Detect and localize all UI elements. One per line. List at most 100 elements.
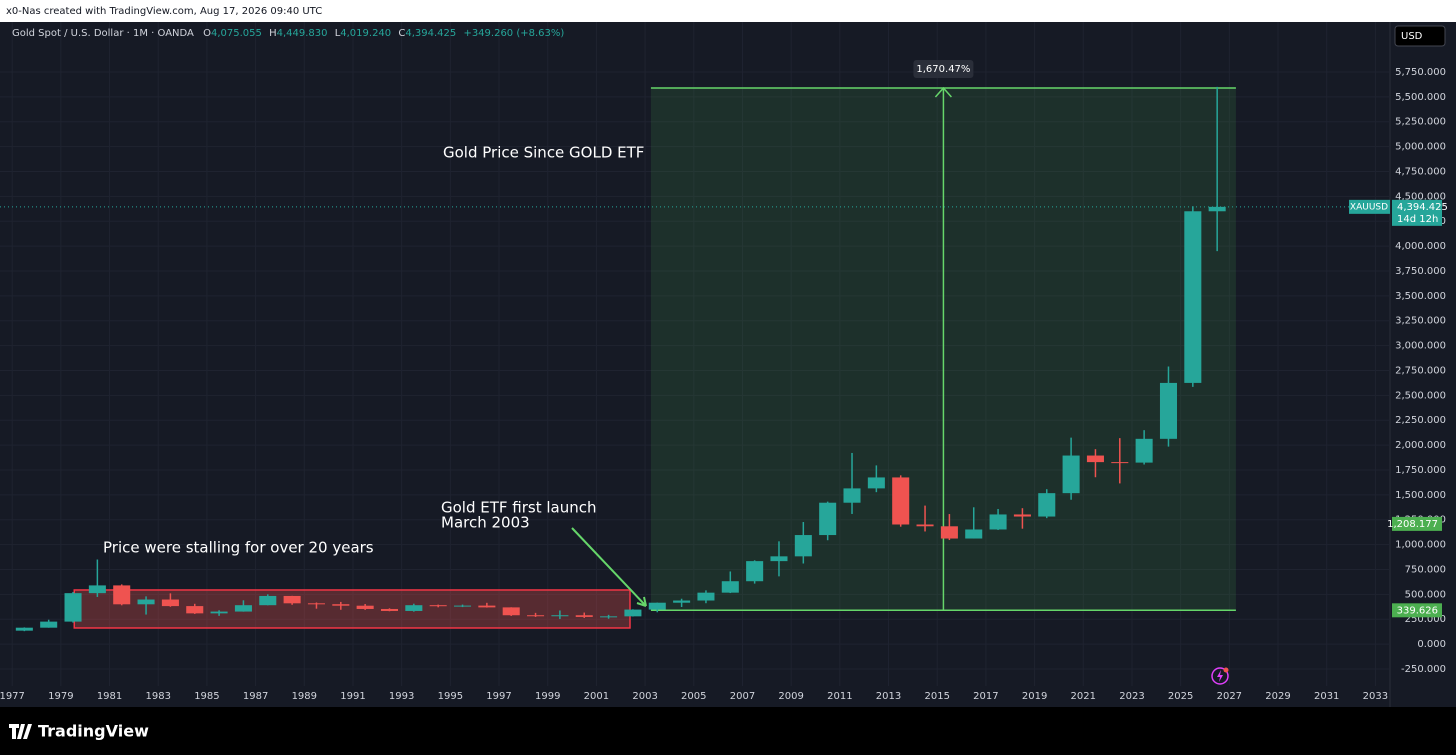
price-tag [1392, 516, 1442, 531]
y-tick-label: 3,250.000 [1395, 316, 1446, 327]
x-tick-label: 2011 [827, 691, 852, 702]
candle-body [429, 605, 447, 607]
y-tick-label: 5,000.000 [1395, 142, 1446, 153]
x-tick-label: 2005 [681, 691, 706, 702]
candle-body [1208, 206, 1226, 212]
candle-body [113, 585, 131, 605]
candle-body [843, 488, 861, 503]
ohlc-value: 4,019.240 [340, 28, 391, 39]
candle-body [551, 615, 569, 617]
y-tick-label: 2,500.000 [1395, 390, 1446, 401]
drawings: 1,670.47% [73, 59, 1236, 629]
candle-body [1013, 514, 1031, 517]
x-tick-label: 2013 [876, 691, 901, 702]
x-tick-label: 1995 [438, 691, 463, 702]
candle-body [575, 615, 593, 617]
candle-body [940, 526, 958, 539]
ohlc-value: 4,394.425 [405, 28, 456, 39]
candle-body [502, 607, 520, 616]
watermark: x0-Nas created with TradingView.com, Aug… [6, 6, 322, 17]
candle-body [234, 605, 252, 612]
y-tick-label: 5,750.000 [1395, 67, 1446, 78]
candle-body [210, 611, 228, 614]
candle-body [794, 535, 812, 557]
x-tick-label: 2031 [1314, 691, 1339, 702]
x-tick-label: 1977 [0, 691, 25, 702]
x-tick-label: 2015 [924, 691, 949, 702]
candle-body [697, 592, 715, 601]
candle-body [770, 556, 788, 562]
x-tick-label: 2017 [973, 691, 998, 702]
y-tick-label: 3,750.000 [1395, 266, 1446, 277]
top-bar [0, 0, 1456, 22]
candles [15, 86, 1226, 632]
x-tick-label: 1985 [194, 691, 219, 702]
candle-body [307, 603, 325, 605]
ohlc-key: H [269, 28, 277, 39]
title: Gold Price Since GOLD ETF [443, 144, 644, 162]
candle-body [527, 615, 545, 617]
x-tick-label: 1979 [48, 691, 73, 702]
measure-label: 1,670.47% [916, 64, 970, 75]
ohlc-key: O [203, 28, 211, 39]
brand: TradingView [38, 722, 149, 741]
currency-button-label[interactable]: USD [1401, 31, 1423, 42]
y-tick-label: 3,500.000 [1395, 291, 1446, 302]
x-tick-label: 1999 [535, 691, 560, 702]
ohlc-value: 4,075.055 [211, 28, 262, 39]
grid [0, 22, 1390, 686]
candle-body [1135, 438, 1153, 463]
price-tag [1392, 603, 1442, 618]
candle-body [600, 616, 618, 618]
x-tick-label: 2033 [1363, 691, 1388, 702]
candle-body [88, 585, 106, 594]
candle-body [1111, 462, 1129, 464]
candle-body [892, 477, 910, 525]
footer [0, 707, 1456, 755]
candle-body [746, 561, 764, 582]
x-tick-label: 2025 [1168, 691, 1193, 702]
candle-body [819, 502, 837, 536]
y-tick-label: 4,750.000 [1395, 166, 1446, 177]
candle-body [259, 595, 277, 606]
candle-body [454, 605, 472, 607]
candle-body [1159, 382, 1177, 439]
change: +349.260 (+8.63%) [463, 28, 564, 39]
candle-body [989, 514, 1007, 530]
candle-body [721, 581, 739, 593]
last-price-tag [1392, 199, 1442, 226]
price-tag-label: 339.626 [1397, 605, 1438, 616]
price-tag-label: 1,208.177 [1387, 519, 1438, 530]
x-tick-label: 1993 [389, 691, 414, 702]
candle-body [64, 593, 82, 622]
ohlc-key: C [398, 28, 405, 39]
x-tick-label: 2021 [1071, 691, 1096, 702]
chart-background [0, 22, 1456, 707]
brand-logo [9, 724, 32, 739]
x-tick-label: 1997 [486, 691, 511, 702]
x-tick-label: 1981 [97, 691, 122, 702]
x-tick-label: 2027 [1217, 691, 1242, 702]
y-tick-label: 500.000 [1405, 589, 1446, 600]
candle-body [478, 605, 496, 608]
last-price-symbol: XAUUSD [1350, 202, 1388, 212]
candle-body [380, 608, 399, 611]
y-tick-label: 750.000 [1405, 564, 1446, 575]
candle-body [161, 599, 179, 607]
x-tick-label: 2023 [1119, 691, 1144, 702]
candle-body [867, 477, 885, 489]
candle-body [1086, 455, 1104, 463]
x-tick-label: 2009 [778, 691, 803, 702]
x-tick-label: 1991 [340, 691, 365, 702]
x-tick-label: 2001 [584, 691, 609, 702]
last-price-symbol-bg [1349, 199, 1390, 214]
etf-arrow-head [636, 596, 647, 607]
x-tick-label: 1987 [243, 691, 268, 702]
candle-body [15, 627, 33, 631]
etf-note: Gold ETF first launch [441, 499, 597, 517]
x-tick-label: 2029 [1265, 691, 1290, 702]
currency-button[interactable] [1394, 25, 1446, 47]
candle-body [40, 621, 58, 628]
